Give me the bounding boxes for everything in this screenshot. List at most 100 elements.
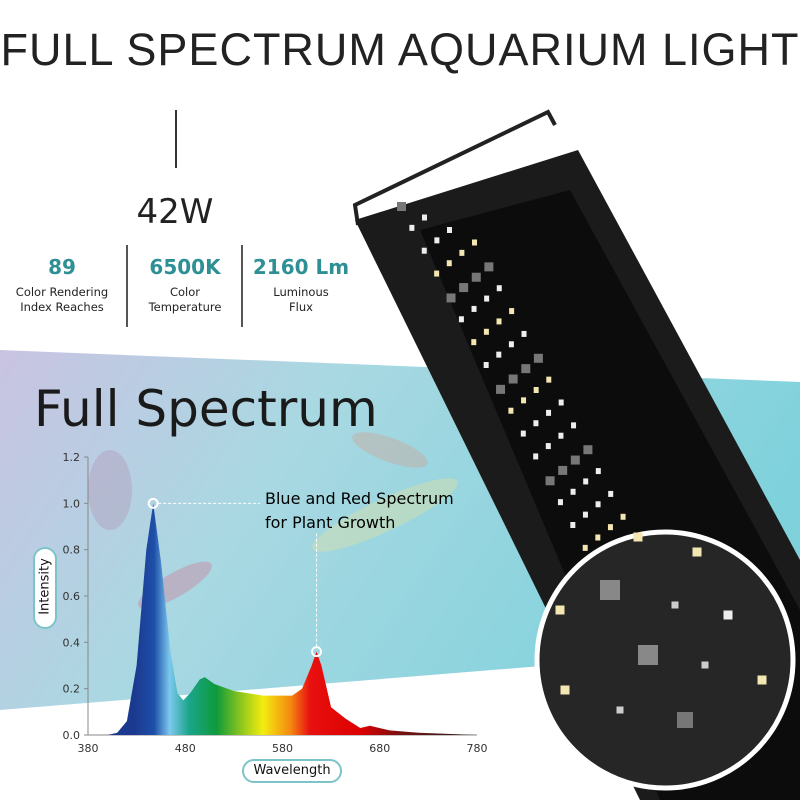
section-title: Full Spectrum xyxy=(34,380,378,438)
led-chip xyxy=(483,362,489,368)
led-chip xyxy=(677,712,693,728)
led-chip xyxy=(600,580,620,600)
stat-cri: 89 Color Rendering Index Reaches xyxy=(2,255,122,315)
led-chip xyxy=(521,364,531,374)
y-tick-label: 0.6 xyxy=(63,590,81,603)
led-chip xyxy=(434,270,440,277)
led-chip xyxy=(558,432,564,439)
led-chip xyxy=(447,227,452,233)
led-chip xyxy=(558,465,568,475)
x-tick-label: 680 xyxy=(369,742,390,755)
led-chip xyxy=(446,293,456,303)
led-chip xyxy=(608,490,614,497)
led-chip xyxy=(558,399,564,406)
led-chip xyxy=(484,262,494,272)
led-chip xyxy=(557,499,563,506)
led-chip xyxy=(671,601,679,609)
led-chip xyxy=(459,283,469,293)
spectrum-area xyxy=(107,503,477,735)
led-chip xyxy=(595,501,601,508)
stat-label: Temperature xyxy=(148,300,222,314)
led-chip xyxy=(633,532,643,542)
led-chip xyxy=(421,247,427,254)
led-chip xyxy=(595,534,601,541)
led-chip xyxy=(508,407,514,414)
x-tick-label: 580 xyxy=(272,742,293,755)
stat-label: Luminous xyxy=(273,285,329,299)
led-chip xyxy=(723,610,733,620)
led-chip xyxy=(595,468,601,475)
led-chip xyxy=(533,420,539,427)
stat-label: Color xyxy=(169,285,201,299)
page-title: FULL SPECTRUM AQUARIUM LIGHT xyxy=(0,24,800,75)
led-chip xyxy=(521,330,527,337)
y-tick-label: 1.0 xyxy=(63,497,81,510)
stat-label: Index Reaches xyxy=(20,300,104,314)
led-chip xyxy=(620,513,626,520)
annotation-line-2: for Plant Growth xyxy=(265,513,395,532)
led-chip xyxy=(545,476,555,486)
led-chip xyxy=(508,341,514,348)
led-chip xyxy=(521,397,527,404)
stat-value: 89 xyxy=(48,255,76,279)
led-chip xyxy=(496,318,502,325)
divider xyxy=(175,110,177,168)
wattage: 42W xyxy=(136,192,214,232)
x-tick-label: 480 xyxy=(175,742,196,755)
led-chip xyxy=(533,353,543,363)
x-tick-label: 380 xyxy=(78,742,99,755)
led-chip xyxy=(496,351,502,358)
led-chip xyxy=(757,675,767,685)
led-chip xyxy=(570,488,576,495)
stat-value: 6500K xyxy=(149,255,221,279)
y-tick-label: 0.4 xyxy=(63,636,81,649)
divider xyxy=(126,245,128,327)
led-chip xyxy=(509,308,515,315)
y-axis-label-pill: Intensity xyxy=(33,547,57,629)
x-axis-label: Wavelength xyxy=(242,759,342,783)
led-chip xyxy=(458,316,464,323)
led-chip xyxy=(571,422,577,429)
stat-luminous-flux: 2160 Lm Luminous Flux xyxy=(241,255,361,315)
y-tick-label: 0.2 xyxy=(63,683,81,696)
led-chip xyxy=(583,445,593,455)
annotation-line-1: Blue and Red Spectrum xyxy=(265,489,454,508)
led-chip xyxy=(533,387,539,393)
led-chip xyxy=(496,285,502,292)
y-tick-label: 1.2 xyxy=(63,451,81,464)
led-chip xyxy=(701,661,709,669)
led-chip xyxy=(692,547,702,557)
led-chip xyxy=(446,260,452,267)
led-chip xyxy=(459,249,465,256)
stat-label: Flux xyxy=(289,300,313,314)
peak-marker xyxy=(311,646,323,658)
led-chip xyxy=(560,685,570,695)
led-chip xyxy=(583,478,589,485)
x-tick-label: 780 xyxy=(467,742,488,755)
led-chip xyxy=(520,430,526,437)
led-chip xyxy=(483,328,489,335)
stat-value: 2160 Lm xyxy=(252,255,350,279)
led-chip xyxy=(616,706,624,714)
led-chip xyxy=(638,645,658,665)
led-chip xyxy=(508,374,518,384)
fish-image xyxy=(88,450,132,530)
led-chip xyxy=(472,239,477,246)
y-tick-label: 0.0 xyxy=(63,729,81,742)
led-chip xyxy=(471,272,481,282)
led-chip xyxy=(397,202,406,211)
fish-image xyxy=(352,432,428,468)
led-chip xyxy=(471,305,477,312)
led-chip xyxy=(434,237,440,244)
led-chip xyxy=(582,511,588,518)
stat-label: Color Rendering xyxy=(15,285,109,299)
led-chip xyxy=(546,376,552,383)
stat-color-temperature: 6500K Color Temperature xyxy=(125,255,245,315)
led-chip xyxy=(545,443,551,450)
led-chip xyxy=(607,524,613,531)
led-chip xyxy=(422,214,427,221)
y-axis-label: Intensity xyxy=(37,558,53,615)
fish-image xyxy=(312,478,458,552)
